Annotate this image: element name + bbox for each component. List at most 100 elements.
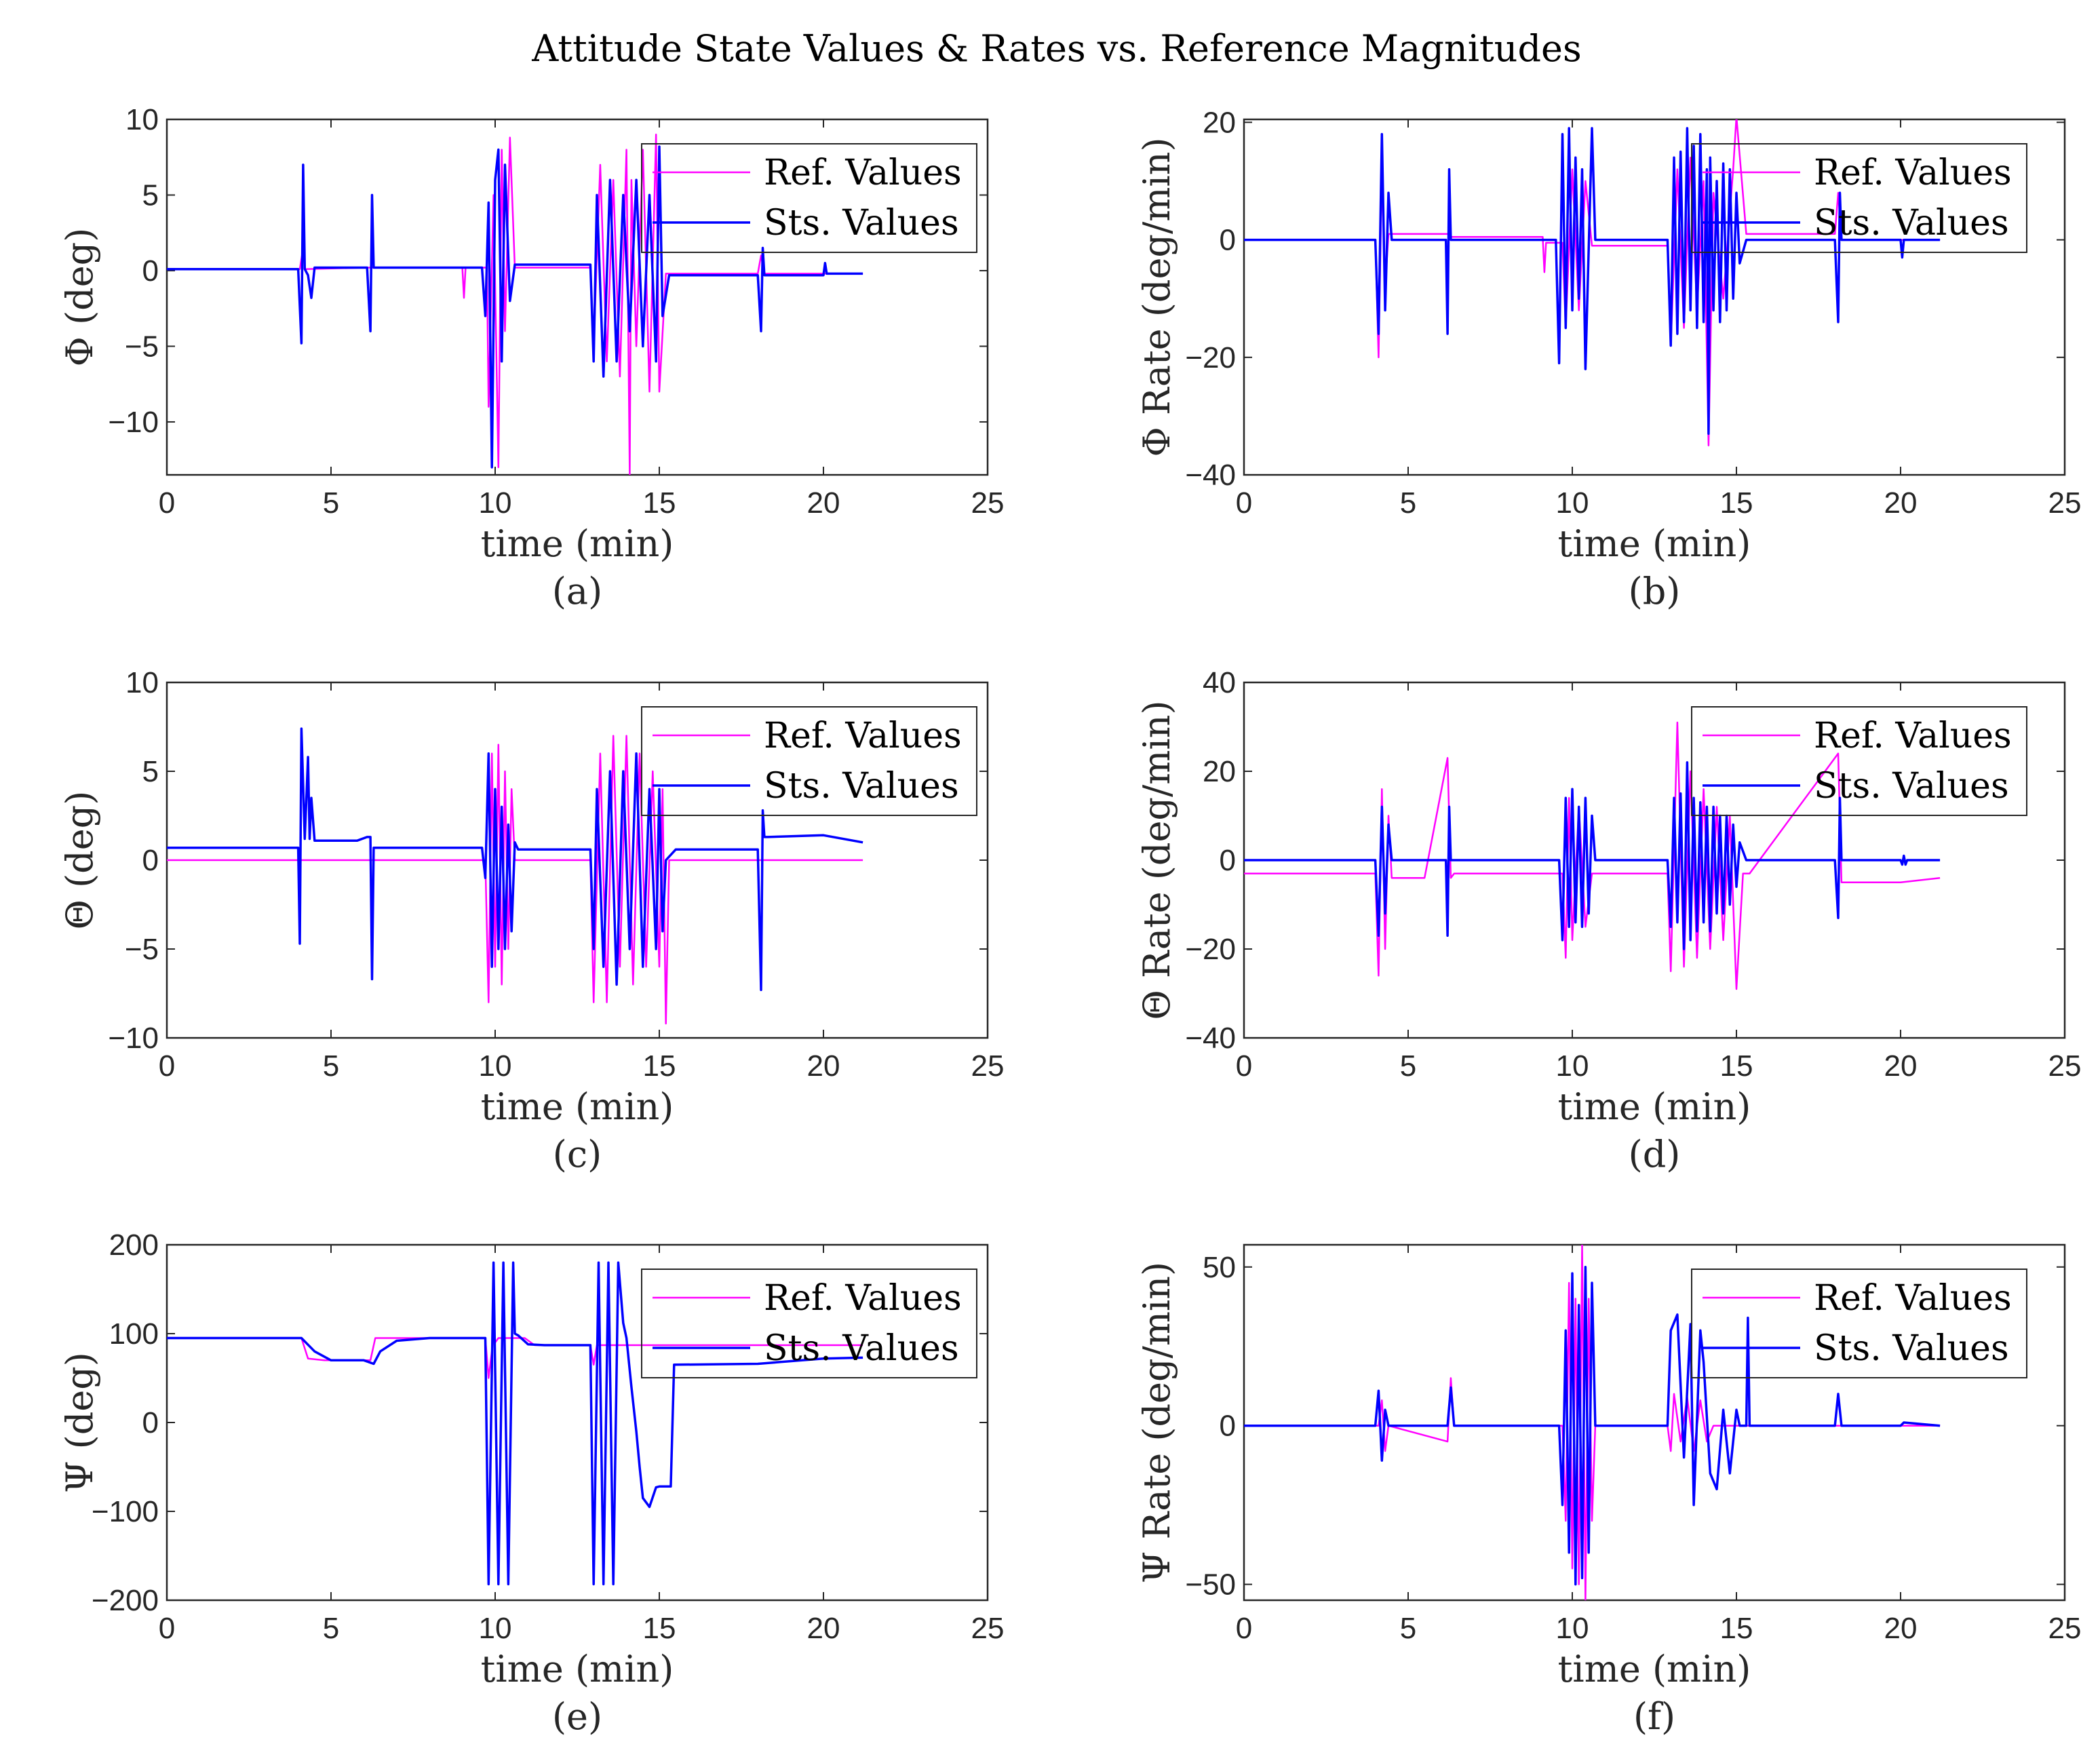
x-tick-label: 0 — [159, 486, 175, 520]
x-tick-label: 20 — [807, 1612, 840, 1645]
y-tick-label: 50 — [1203, 1251, 1236, 1284]
series-group — [1244, 1245, 1941, 1600]
legend-box — [641, 706, 977, 816]
x-tick-label: 15 — [1720, 1612, 1753, 1645]
panel-label: (e) — [552, 1695, 602, 1738]
x-tick-label: 0 — [159, 1612, 175, 1645]
y-tick-label: −50 — [1185, 1568, 1236, 1602]
y-axis-label: Ψ (deg) — [58, 1352, 101, 1493]
legend: Ref. Values Sts. Values — [1691, 706, 2027, 816]
x-axis-label: time (min) — [481, 1085, 674, 1128]
y-tick-label: 20 — [1203, 755, 1236, 788]
x-tick-label: 15 — [643, 1612, 676, 1645]
series-line-sts — [1244, 1266, 1941, 1586]
legend-box — [641, 143, 977, 253]
legend-box — [641, 1269, 977, 1378]
legend-box — [1691, 706, 2027, 816]
legend-label-sts: Sts. Values — [1814, 1328, 2009, 1369]
x-tick-label: 0 — [1236, 1612, 1252, 1645]
y-axis-label: Θ Rate (deg/min) — [1135, 700, 1178, 1020]
chart-panel-3: 0 5 10 15 20 25 −10 −5 0 5 10 Ref. Values Sts. Value… — [58, 666, 1004, 1176]
x-tick-label: 0 — [1236, 486, 1252, 520]
x-tick-label: 15 — [1720, 1049, 1753, 1083]
x-tick-label: 5 — [1400, 1049, 1416, 1083]
x-tick-label: 20 — [1884, 1049, 1918, 1083]
y-tick-label: 0 — [1220, 1410, 1236, 1443]
y-tick-label: 5 — [142, 178, 159, 212]
y-tick-label: −100 — [92, 1495, 159, 1528]
y-tick-label: −20 — [1185, 933, 1236, 966]
series-line-sts — [167, 727, 863, 992]
y-tick-label: 20 — [1203, 106, 1236, 139]
y-tick-label: 0 — [1220, 844, 1236, 877]
x-tick-label: 10 — [479, 1049, 512, 1083]
x-tick-label: 0 — [1236, 1049, 1252, 1083]
chart-panel-4: 0 5 10 15 20 25 −40 −20 0 20 40 Ref. Values Sts. Val… — [1135, 666, 2081, 1176]
y-tick-label: 0 — [142, 254, 159, 288]
x-tick-label: 10 — [1556, 486, 1589, 520]
panel-label: (b) — [1629, 570, 1681, 613]
y-axis-label: Φ Rate (deg/min) — [1135, 137, 1178, 457]
legend: Ref. Values Sts. Values — [641, 1269, 977, 1378]
series-group — [167, 134, 863, 475]
legend-label-sts: Sts. Values — [764, 203, 959, 244]
legend: Ref. Values Sts. Values — [641, 143, 977, 253]
x-tick-label: 10 — [1556, 1612, 1589, 1645]
x-tick-label: 15 — [643, 1049, 676, 1083]
x-tick-label: 20 — [1884, 486, 1918, 520]
chart-panel-5: 0 5 10 15 20 25 −200 −100 0 100 200 Ref. Values Sts.… — [58, 1228, 1004, 1738]
x-axis-label: time (min) — [481, 522, 674, 565]
series-group — [1244, 721, 1941, 990]
figure-title: Attitude State Values & Rates vs. Refere… — [531, 27, 1581, 70]
x-tick-label: 5 — [1400, 486, 1416, 520]
x-tick-label: 10 — [479, 486, 512, 520]
y-axis-label: Φ (deg) — [58, 228, 101, 367]
legend-label-ref: Ref. Values — [764, 153, 962, 193]
y-tick-label: −10 — [108, 1022, 159, 1055]
x-tick-label: 10 — [1556, 1049, 1589, 1083]
x-tick-label: 5 — [1400, 1612, 1416, 1645]
y-tick-label: 200 — [109, 1228, 159, 1262]
legend-label-sts: Sts. Values — [764, 766, 959, 807]
y-tick-label: −200 — [92, 1584, 159, 1617]
x-tick-label: 5 — [323, 1049, 339, 1083]
panel-label: (d) — [1629, 1133, 1681, 1176]
x-tick-label: 5 — [323, 486, 339, 520]
x-tick-label: 25 — [2048, 486, 2082, 520]
x-axis-label: time (min) — [1558, 1648, 1751, 1690]
legend-label-ref: Ref. Values — [764, 1278, 962, 1319]
x-tick-label: 15 — [1720, 486, 1753, 520]
y-axis-label: Ψ Rate (deg/min) — [1135, 1262, 1178, 1583]
plot-area — [166, 1243, 989, 1602]
x-tick-label: 20 — [807, 1049, 840, 1083]
y-tick-label: 0 — [1220, 224, 1236, 257]
legend-label-ref: Ref. Values — [1814, 716, 2012, 756]
x-axis-label: time (min) — [1558, 522, 1751, 565]
y-tick-label: −5 — [125, 933, 159, 966]
y-tick-label: −5 — [125, 330, 159, 363]
series-group — [167, 1261, 863, 1586]
y-tick-label: 10 — [125, 666, 159, 699]
y-tick-label: 100 — [109, 1317, 159, 1351]
x-tick-label: 25 — [971, 1612, 1005, 1645]
chart-panel-1: 0 5 10 15 20 25 −10 −5 0 5 10 Ref. Values Sts. Value… — [58, 103, 1004, 613]
x-tick-label: 10 — [479, 1612, 512, 1645]
x-tick-label: 5 — [323, 1612, 339, 1645]
series-line-sts — [1244, 761, 1941, 950]
legend-box — [1691, 143, 2027, 253]
legend-label-ref: Ref. Values — [1814, 1278, 2012, 1319]
legend-label-sts: Sts. Values — [764, 1328, 959, 1369]
x-tick-label: 0 — [159, 1049, 175, 1083]
legend-label-sts: Sts. Values — [1814, 766, 2009, 807]
x-axis-label: time (min) — [481, 1648, 674, 1690]
x-tick-label: 25 — [2048, 1049, 2082, 1083]
legend-box — [1691, 1269, 2027, 1378]
series-group — [167, 727, 863, 1025]
legend-label-ref: Ref. Values — [1814, 153, 2012, 193]
x-tick-label: 20 — [807, 486, 840, 520]
y-tick-label: −20 — [1185, 341, 1236, 374]
y-axis-label: Θ (deg) — [58, 791, 101, 930]
series-line-ref — [1244, 119, 1941, 446]
